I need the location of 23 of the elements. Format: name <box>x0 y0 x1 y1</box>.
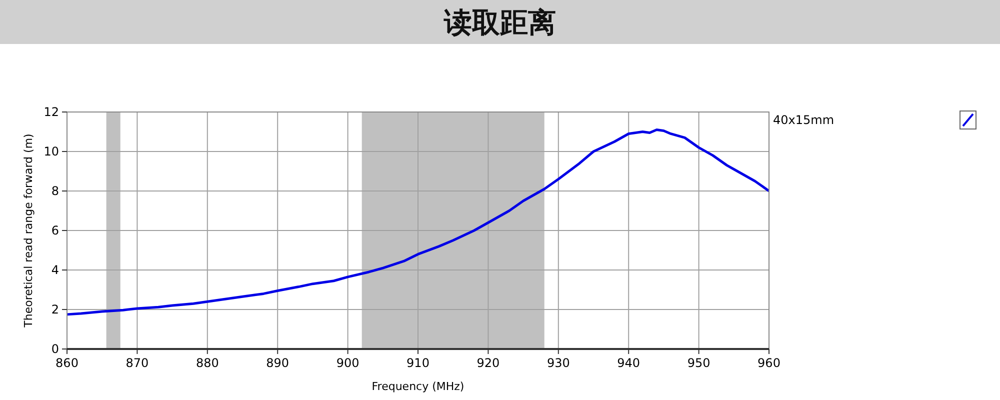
y-tick-label: 2 <box>51 302 59 316</box>
x-tick-label: 950 <box>687 356 710 370</box>
x-tick-label: 880 <box>196 356 219 370</box>
x-tick-label: 860 <box>56 356 78 370</box>
x-tick-label: 910 <box>406 356 430 370</box>
y-tick-label: 0 <box>51 342 59 356</box>
y-tick-label: 8 <box>51 184 59 198</box>
x-tick-label: 930 <box>546 356 570 370</box>
x-tick-label: 920 <box>476 356 500 370</box>
x-axis-title: Frequency (MHz) <box>372 380 464 393</box>
text: 40x15mm <box>773 113 834 127</box>
y-tick-label: 10 <box>44 144 59 158</box>
y-tick-label: 6 <box>51 224 59 238</box>
y-tick-label: 12 <box>44 105 59 119</box>
y-tick-label: 4 <box>51 263 59 277</box>
x-tick-label: 890 <box>266 356 290 370</box>
line-series <box>66 128 770 316</box>
x-tick-label: 870 <box>126 356 149 370</box>
x-tick-label: 940 <box>617 356 640 370</box>
chart-title: 读取距离 <box>443 6 556 39</box>
y-axis-title: Theoretical read range forward (m) <box>22 134 35 328</box>
x-tick-label: 960 <box>758 356 780 370</box>
x-tick-label: 900 <box>336 356 360 370</box>
